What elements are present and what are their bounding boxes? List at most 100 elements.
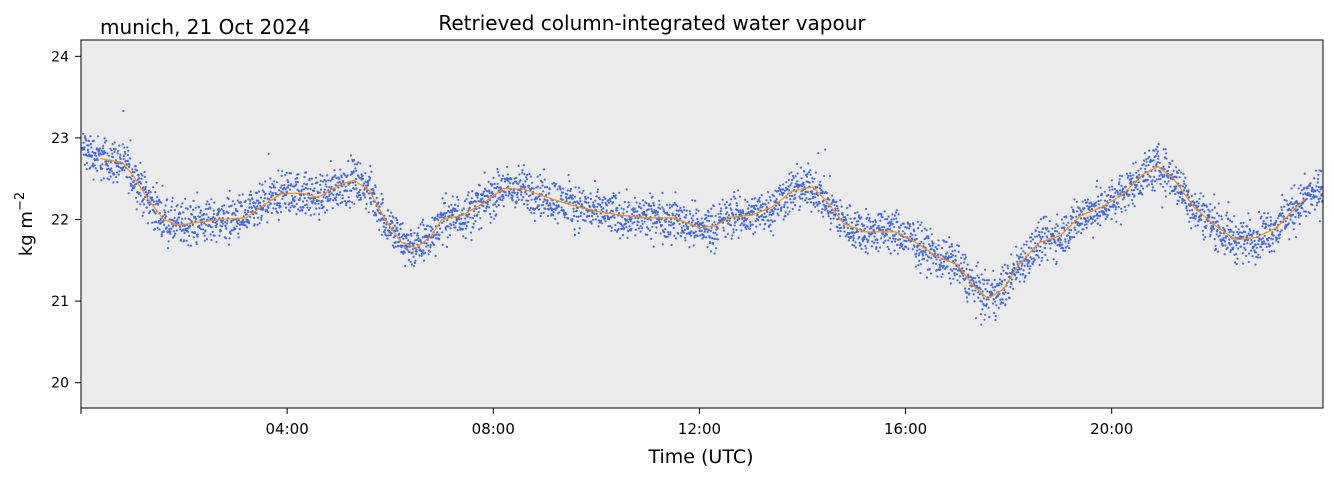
scatter-point <box>238 194 241 197</box>
scatter-point <box>794 175 797 178</box>
scatter-point <box>309 206 312 209</box>
scatter-point <box>1019 273 1022 276</box>
scatter-point <box>247 210 250 214</box>
scatter-point <box>1293 222 1296 225</box>
scatter-point <box>1203 220 1207 223</box>
scatter-point <box>935 258 938 261</box>
scatter-point <box>1164 148 1167 151</box>
scatter-point <box>634 228 637 231</box>
scatter-point <box>1032 260 1035 263</box>
scatter-point <box>1141 193 1144 196</box>
scatter-point <box>1097 195 1100 198</box>
scatter-point <box>773 219 776 222</box>
scatter-point <box>843 230 846 233</box>
scatter-point <box>1130 189 1133 192</box>
scatter-point <box>934 256 937 259</box>
scatter-point <box>496 167 499 171</box>
scatter-point <box>659 232 662 235</box>
scatter-point <box>513 192 516 195</box>
scatter-point <box>325 195 328 198</box>
scatter-point <box>651 195 654 198</box>
scatter-point <box>174 224 178 227</box>
scatter-point <box>259 204 262 207</box>
scatter-point <box>1234 240 1237 243</box>
scatter-point <box>1257 253 1260 256</box>
scatter-point <box>507 194 510 197</box>
scatter-point <box>697 209 700 212</box>
scatter-point <box>483 171 486 174</box>
scatter-point <box>1031 263 1034 266</box>
scatter-point <box>529 188 532 191</box>
scatter-point <box>593 205 596 208</box>
scatter-point <box>792 201 795 204</box>
scatter-point <box>677 232 680 235</box>
scatter-point <box>122 166 125 169</box>
scatter-point <box>942 260 946 263</box>
scatter-point <box>1209 203 1212 206</box>
scatter-point <box>651 225 654 228</box>
scatter-point <box>1316 201 1319 204</box>
scatter-point <box>712 231 715 234</box>
scatter-point <box>1300 189 1303 192</box>
scatter-point <box>1068 231 1071 235</box>
scatter-point <box>835 204 839 208</box>
scatter-point <box>573 233 577 237</box>
scatter-point <box>1248 228 1251 231</box>
scatter-point <box>553 203 556 206</box>
scatter-point <box>730 198 733 201</box>
scatter-point <box>131 168 134 171</box>
scatter-point <box>1035 249 1038 253</box>
scatter-point <box>999 298 1002 301</box>
scatter-point <box>803 170 806 173</box>
scatter-point <box>965 267 968 270</box>
scatter-point <box>631 212 634 216</box>
scatter-point <box>345 202 348 205</box>
scatter-point <box>142 211 145 214</box>
scatter-point <box>1262 240 1266 243</box>
y-tick-label: 21 <box>51 294 69 310</box>
scatter-point <box>702 235 706 239</box>
scatter-point <box>1122 193 1126 197</box>
scatter-point <box>1232 231 1235 234</box>
scatter-point <box>1048 242 1051 245</box>
scatter-point <box>839 230 842 233</box>
scatter-point <box>108 178 111 181</box>
scatter-point <box>514 206 517 209</box>
scatter-point <box>563 216 566 219</box>
scatter-point <box>709 229 712 232</box>
scatter-point <box>1110 179 1113 182</box>
scatter-point <box>351 201 354 204</box>
scatter-point <box>1288 238 1291 241</box>
scatter-point <box>305 203 308 206</box>
scatter-point <box>979 313 983 316</box>
scatter-point <box>260 218 263 221</box>
scatter-point <box>510 178 513 181</box>
scatter-point <box>383 229 386 232</box>
scatter-point <box>1199 192 1202 195</box>
scatter-point <box>611 210 615 213</box>
scatter-point <box>1227 201 1230 204</box>
scatter-point <box>222 222 225 225</box>
scatter-point <box>492 176 495 180</box>
scatter-point <box>1103 206 1106 209</box>
scatter-point <box>323 188 326 191</box>
scatter-point <box>112 181 115 184</box>
scatter-point <box>144 185 147 189</box>
scatter-point <box>1216 220 1219 223</box>
scatter-point <box>1054 230 1057 233</box>
scatter-point <box>576 207 579 210</box>
scatter-point <box>649 219 652 222</box>
scatter-point <box>376 209 379 212</box>
scatter-point <box>524 180 527 183</box>
scatter-point <box>787 185 790 188</box>
scatter-point <box>786 213 790 216</box>
scatter-point <box>483 209 486 213</box>
scatter-point <box>119 157 122 160</box>
scatter-point <box>185 239 188 242</box>
scatter-point <box>301 209 304 212</box>
scatter-point <box>441 243 444 246</box>
scatter-point <box>802 181 805 184</box>
scatter-point <box>187 230 190 233</box>
scatter-point <box>940 275 943 278</box>
scatter-point <box>822 199 825 202</box>
